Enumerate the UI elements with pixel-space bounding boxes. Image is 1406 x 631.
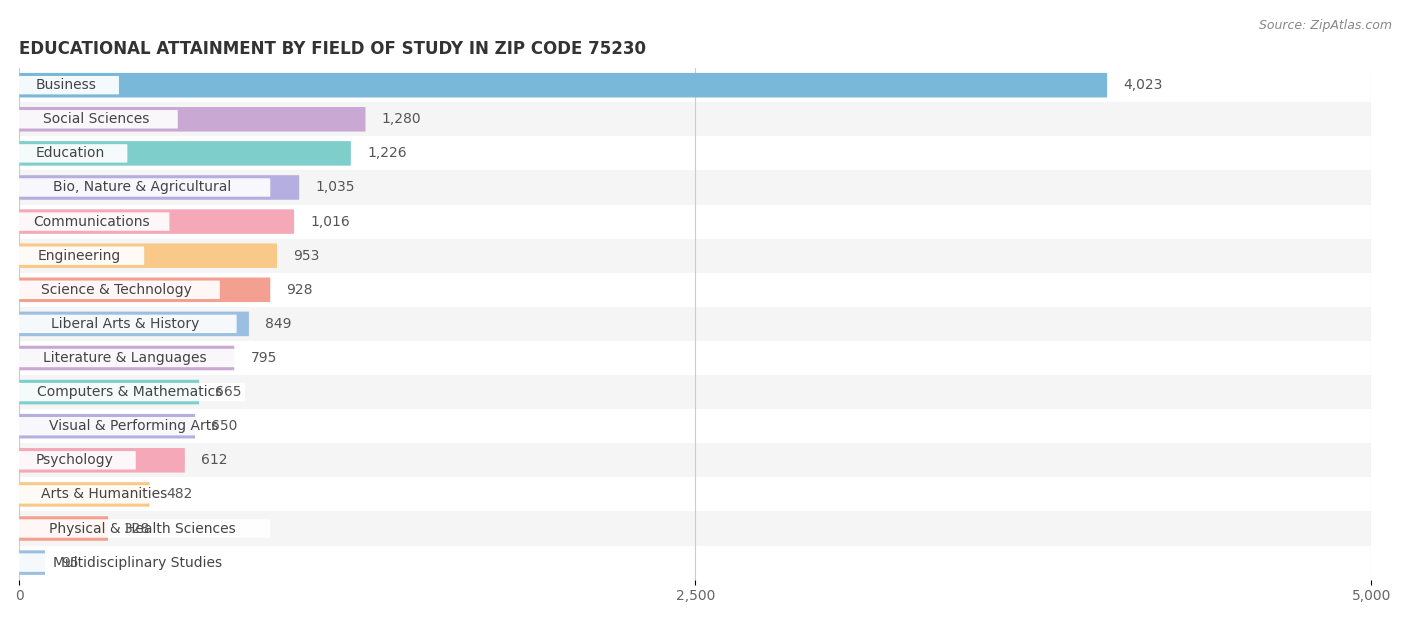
Text: Liberal Arts & History: Liberal Arts & History xyxy=(51,317,200,331)
Text: Visual & Performing Arts: Visual & Performing Arts xyxy=(49,419,218,433)
Text: 1,226: 1,226 xyxy=(367,146,406,160)
Text: 1,016: 1,016 xyxy=(311,215,350,228)
Text: Computers & Mathematics: Computers & Mathematics xyxy=(37,385,222,399)
FancyBboxPatch shape xyxy=(14,76,120,95)
Text: 928: 928 xyxy=(287,283,314,297)
FancyBboxPatch shape xyxy=(14,451,136,469)
Text: Social Sciences: Social Sciences xyxy=(42,112,149,126)
Text: EDUCATIONAL ATTAINMENT BY FIELD OF STUDY IN ZIP CODE 75230: EDUCATIONAL ATTAINMENT BY FIELD OF STUDY… xyxy=(20,40,647,58)
FancyBboxPatch shape xyxy=(20,550,45,575)
FancyBboxPatch shape xyxy=(14,485,194,504)
Text: Business: Business xyxy=(37,78,97,92)
Text: 665: 665 xyxy=(215,385,242,399)
Text: 1,035: 1,035 xyxy=(315,180,354,194)
FancyBboxPatch shape xyxy=(20,209,294,234)
FancyBboxPatch shape xyxy=(20,244,277,268)
Text: Arts & Humanities: Arts & Humanities xyxy=(41,487,167,502)
Text: 1,280: 1,280 xyxy=(381,112,422,126)
Text: 482: 482 xyxy=(166,487,193,502)
Bar xyxy=(20,478,1371,512)
Bar xyxy=(20,273,1371,307)
Text: 849: 849 xyxy=(266,317,291,331)
FancyBboxPatch shape xyxy=(20,414,195,439)
Bar xyxy=(20,68,1371,102)
Text: Science & Technology: Science & Technology xyxy=(41,283,193,297)
FancyBboxPatch shape xyxy=(14,553,262,572)
Text: Bio, Nature & Agricultural: Bio, Nature & Agricultural xyxy=(53,180,231,194)
Text: Communications: Communications xyxy=(34,215,150,228)
FancyBboxPatch shape xyxy=(14,144,128,163)
Bar xyxy=(20,375,1371,409)
Text: Literature & Languages: Literature & Languages xyxy=(44,351,207,365)
FancyBboxPatch shape xyxy=(20,175,299,200)
FancyBboxPatch shape xyxy=(14,383,245,401)
FancyBboxPatch shape xyxy=(14,110,177,129)
Bar xyxy=(20,239,1371,273)
FancyBboxPatch shape xyxy=(20,107,366,131)
FancyBboxPatch shape xyxy=(20,448,184,473)
FancyBboxPatch shape xyxy=(14,417,253,435)
Text: Engineering: Engineering xyxy=(38,249,121,262)
FancyBboxPatch shape xyxy=(20,516,108,541)
Bar xyxy=(20,341,1371,375)
Text: 953: 953 xyxy=(294,249,319,262)
Bar xyxy=(20,409,1371,443)
Bar xyxy=(20,443,1371,478)
Bar xyxy=(20,136,1371,170)
Bar xyxy=(20,512,1371,546)
FancyBboxPatch shape xyxy=(14,213,169,231)
FancyBboxPatch shape xyxy=(14,519,270,538)
FancyBboxPatch shape xyxy=(20,380,200,404)
Bar xyxy=(20,170,1371,204)
FancyBboxPatch shape xyxy=(20,278,270,302)
Bar xyxy=(20,307,1371,341)
Text: 4,023: 4,023 xyxy=(1123,78,1163,92)
FancyBboxPatch shape xyxy=(20,141,352,166)
FancyBboxPatch shape xyxy=(20,73,1107,97)
FancyBboxPatch shape xyxy=(14,281,219,299)
FancyBboxPatch shape xyxy=(14,247,145,265)
FancyBboxPatch shape xyxy=(14,179,270,197)
Text: Education: Education xyxy=(37,146,105,160)
FancyBboxPatch shape xyxy=(20,482,149,507)
Bar xyxy=(20,546,1371,580)
FancyBboxPatch shape xyxy=(14,349,236,367)
Text: 650: 650 xyxy=(211,419,238,433)
Text: 612: 612 xyxy=(201,453,228,468)
FancyBboxPatch shape xyxy=(14,315,236,333)
Bar xyxy=(20,204,1371,239)
Text: Source: ZipAtlas.com: Source: ZipAtlas.com xyxy=(1258,19,1392,32)
Text: Physical & Health Sciences: Physical & Health Sciences xyxy=(49,521,235,536)
Text: Multidisciplinary Studies: Multidisciplinary Studies xyxy=(53,556,222,570)
Text: 95: 95 xyxy=(62,556,79,570)
Text: Psychology: Psychology xyxy=(37,453,114,468)
Text: 328: 328 xyxy=(124,521,150,536)
Text: 795: 795 xyxy=(250,351,277,365)
Bar xyxy=(20,102,1371,136)
FancyBboxPatch shape xyxy=(20,312,249,336)
FancyBboxPatch shape xyxy=(20,346,235,370)
